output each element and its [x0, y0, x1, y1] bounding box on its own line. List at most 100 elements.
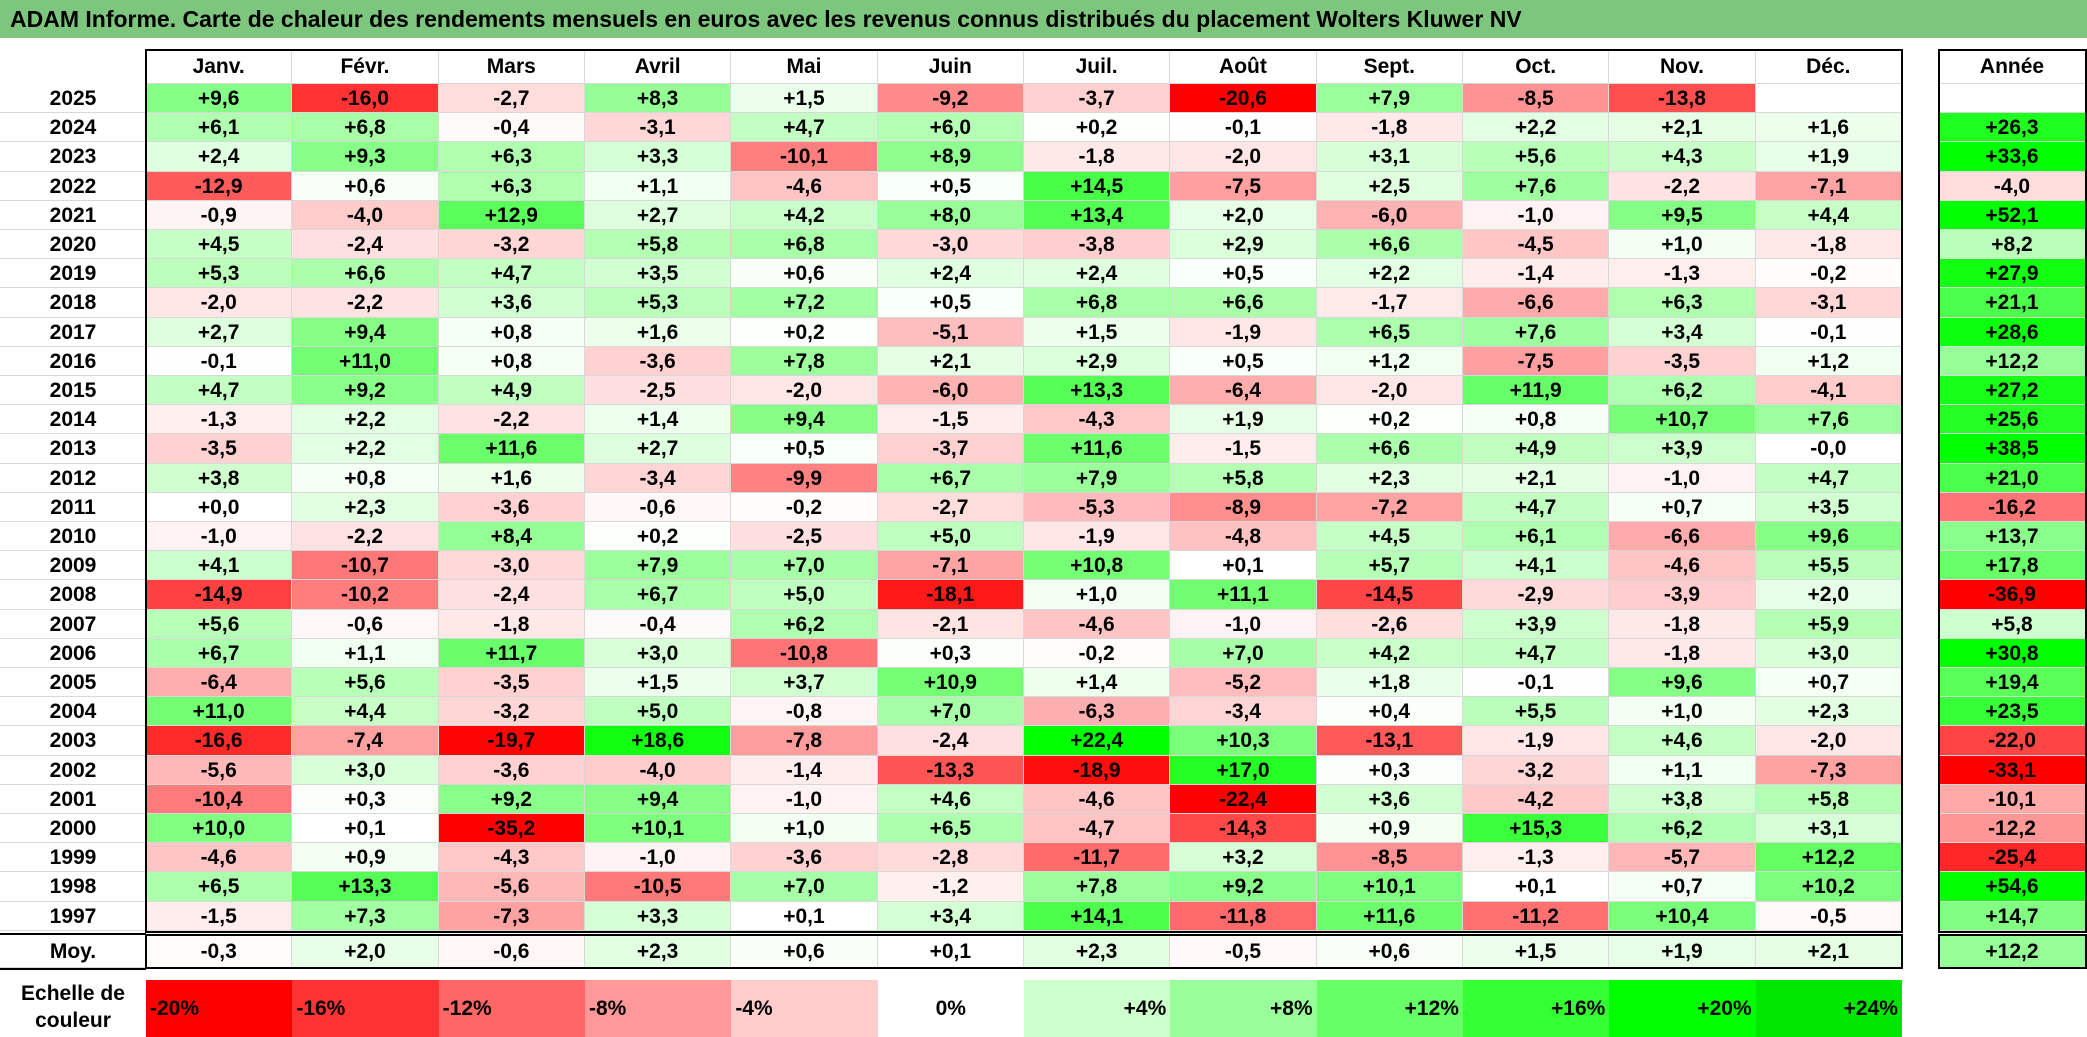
- heatmap-cell: +22,4: [1023, 726, 1171, 756]
- row-year-label: 2010: [0, 522, 146, 552]
- heatmap-cell: -12,9: [146, 171, 293, 201]
- heatmap-cell: +3,5: [1755, 492, 1902, 522]
- heatmap-cell: -10,2: [292, 580, 439, 610]
- heatmap-cell: +1,6: [438, 463, 585, 493]
- heatmap-cell: -5,2: [1170, 668, 1317, 698]
- heatmap-cell: +6,6: [292, 259, 439, 289]
- heatmap-cell: -7,1: [877, 551, 1024, 581]
- heatmap-cell: -1,5: [1170, 434, 1317, 464]
- heatmap-cell: -3,6: [438, 755, 585, 785]
- heatmap-cell: -4,3: [438, 843, 585, 873]
- heatmap-cell: +2,2: [1462, 113, 1610, 143]
- row-year-label: 2011: [0, 493, 146, 522]
- heatmap-cell: +9,4: [731, 405, 878, 435]
- heatmap-cell: -4,6: [1023, 609, 1171, 639]
- heatmap-cell: +4,7: [1462, 638, 1610, 668]
- heatmap-cell: -10,7: [292, 551, 439, 581]
- heatmap-cell: +6,1: [146, 113, 293, 143]
- heatmap-cell: +0,1: [731, 901, 878, 931]
- heatmap-cell: -4,6: [1023, 784, 1171, 814]
- heatmap-cell: -2,4: [438, 580, 585, 610]
- heatmap-cell: +5,6: [146, 609, 293, 639]
- heatmap-cell: -4,6: [731, 171, 878, 201]
- heatmap-cell: +6,5: [1316, 317, 1463, 347]
- heatmap-cell: +9,4: [292, 317, 439, 347]
- heatmap-cell: +5,0: [877, 522, 1024, 552]
- row-year-label: 2007: [0, 610, 146, 639]
- heatmap-cell: +7,2: [731, 288, 878, 318]
- heatmap-cell: -4,8: [1170, 522, 1317, 552]
- heatmap-cell: +4,9: [1462, 434, 1610, 464]
- heatmap-cell: -2,2: [1609, 171, 1756, 201]
- row-year-label: 2022: [0, 172, 146, 201]
- annual-return-cell: +17,8: [1939, 551, 2086, 581]
- heatmap-cell: +5,0: [731, 580, 878, 610]
- heatmap-cell: +2,5: [1316, 171, 1463, 201]
- heatmap-cell: +1,0: [1023, 580, 1171, 610]
- heatmap-cell: +1,0: [1609, 230, 1756, 260]
- heatmap-cell: -18,1: [877, 580, 1024, 610]
- heatmap-cell: -1,0: [731, 784, 878, 814]
- annual-return-cell: +33,6: [1939, 142, 2086, 172]
- heatmap-cell: -0,1: [1755, 317, 1902, 347]
- month-header: Déc.: [1755, 50, 1902, 84]
- heatmap-cell: -1,3: [1609, 259, 1756, 289]
- heatmap-cell: +7,8: [1023, 872, 1171, 902]
- heatmap-cell: -3,2: [438, 230, 585, 260]
- heatmap-cell: -4,7: [1023, 814, 1171, 844]
- annual-return-cell: -33,1: [1939, 755, 2086, 785]
- heatmap-cell: -7,5: [1170, 171, 1317, 201]
- heatmap-cell: -13,8: [1609, 84, 1756, 114]
- average-cell: +2,1: [1755, 934, 1902, 968]
- color-scale-label: Echelle de couleur: [21, 982, 125, 1032]
- heatmap-cell: +0,7: [1755, 668, 1902, 698]
- heatmap-cell: -2,7: [877, 492, 1024, 522]
- annual-return-cell: +21,0: [1939, 463, 2086, 493]
- row-year-label: 2021: [0, 201, 146, 230]
- heatmap-cell: -3,1: [584, 113, 732, 143]
- row-year-label: 2002: [0, 756, 146, 785]
- heatmap-cell: +1,1: [292, 638, 439, 668]
- heatmap-cell: +15,3: [1462, 814, 1610, 844]
- heatmap-cell: +2,7: [584, 434, 732, 464]
- annual-return-cell: +28,6: [1939, 317, 2086, 347]
- heatmap-cell: -1,0: [146, 522, 293, 552]
- row-year-label: 2015: [0, 376, 146, 406]
- color-scale-stop: -4%: [731, 980, 878, 1037]
- heatmap-cell: +6,7: [146, 638, 293, 668]
- heatmap-cell: +3,7: [731, 668, 878, 698]
- annual-return-cell: +21,1: [1939, 288, 2086, 318]
- heatmap-cell: -3,7: [1023, 84, 1171, 114]
- heatmap-cell: +2,2: [1316, 259, 1463, 289]
- heatmap-cell: +0,5: [877, 171, 1024, 201]
- average-cell: +2,3: [1023, 934, 1171, 968]
- heatmap-cell: +3,6: [438, 288, 585, 318]
- heatmap-cell: +10,0: [146, 814, 293, 844]
- average-cell: -0,5: [1170, 934, 1317, 968]
- heatmap-cell: +1,0: [731, 814, 878, 844]
- heatmap-cell: -4,6: [146, 843, 293, 873]
- color-scale-stop: +12%: [1316, 980, 1463, 1037]
- heatmap-cell: -3,9: [1609, 580, 1756, 610]
- heatmap-cell: -5,6: [438, 872, 585, 902]
- average-cell: -0,6: [438, 934, 585, 968]
- heatmap-cell: -2,9: [1462, 580, 1610, 610]
- heatmap-cell: +3,2: [1170, 843, 1317, 873]
- heatmap-cell: -2,6: [1316, 609, 1463, 639]
- heatmap-cell: +1,6: [1755, 113, 1902, 143]
- heatmap-cell: +10,3: [1170, 726, 1317, 756]
- heatmap-cell: +10,4: [1609, 901, 1756, 931]
- heatmap-cell: -13,3: [877, 755, 1024, 785]
- heatmap-cell: -1,5: [146, 901, 293, 931]
- color-scale-stop: +4%: [1023, 980, 1171, 1037]
- heatmap-cell: -11,8: [1170, 901, 1317, 931]
- heatmap-cell: -4,0: [292, 200, 439, 230]
- heatmap-cell: -2,0: [731, 376, 878, 406]
- heatmap-cell: +9,6: [1755, 522, 1902, 552]
- row-year-label: 2019: [0, 259, 146, 289]
- heatmap-cell: +10,8: [1023, 551, 1171, 581]
- heatmap-cell: -1,8: [1755, 230, 1902, 260]
- heatmap-cell: +3,6: [1316, 784, 1463, 814]
- heatmap-cell: +13,3: [292, 872, 439, 902]
- heatmap-cell: -22,4: [1170, 784, 1317, 814]
